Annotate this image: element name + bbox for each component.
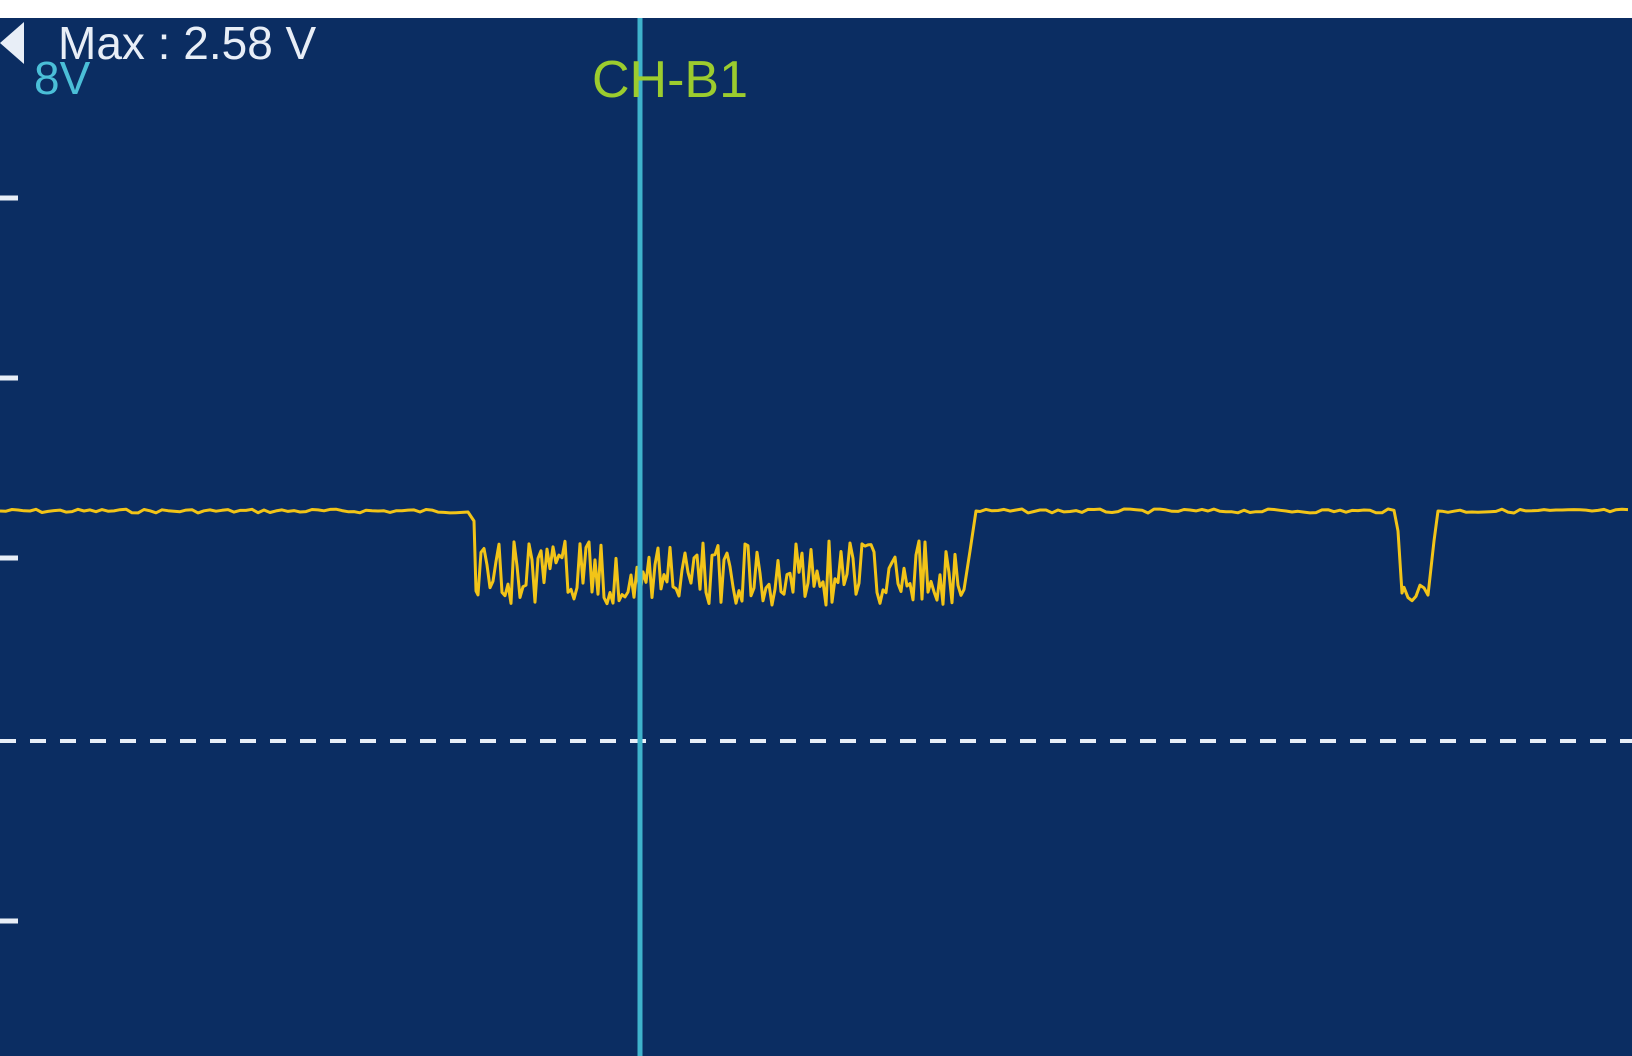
max-readout[interactable]: Max : 2.58 V bbox=[0, 18, 1632, 68]
y-axis-ticks bbox=[0, 195, 18, 924]
oscilloscope-screen[interactable]: 8V CH-B1 Max : 2.58 V bbox=[0, 18, 1632, 1056]
oscilloscope-plot bbox=[0, 18, 1632, 1056]
voltage-scale-label: 8V bbox=[34, 52, 91, 104]
left-arrow-icon[interactable] bbox=[0, 22, 24, 64]
signal-trace bbox=[0, 507, 1629, 607]
channel-label: CH-B1 bbox=[592, 51, 749, 109]
max-value-label: Max : 2.58 V bbox=[58, 18, 317, 69]
top-strip bbox=[0, 0, 1632, 18]
